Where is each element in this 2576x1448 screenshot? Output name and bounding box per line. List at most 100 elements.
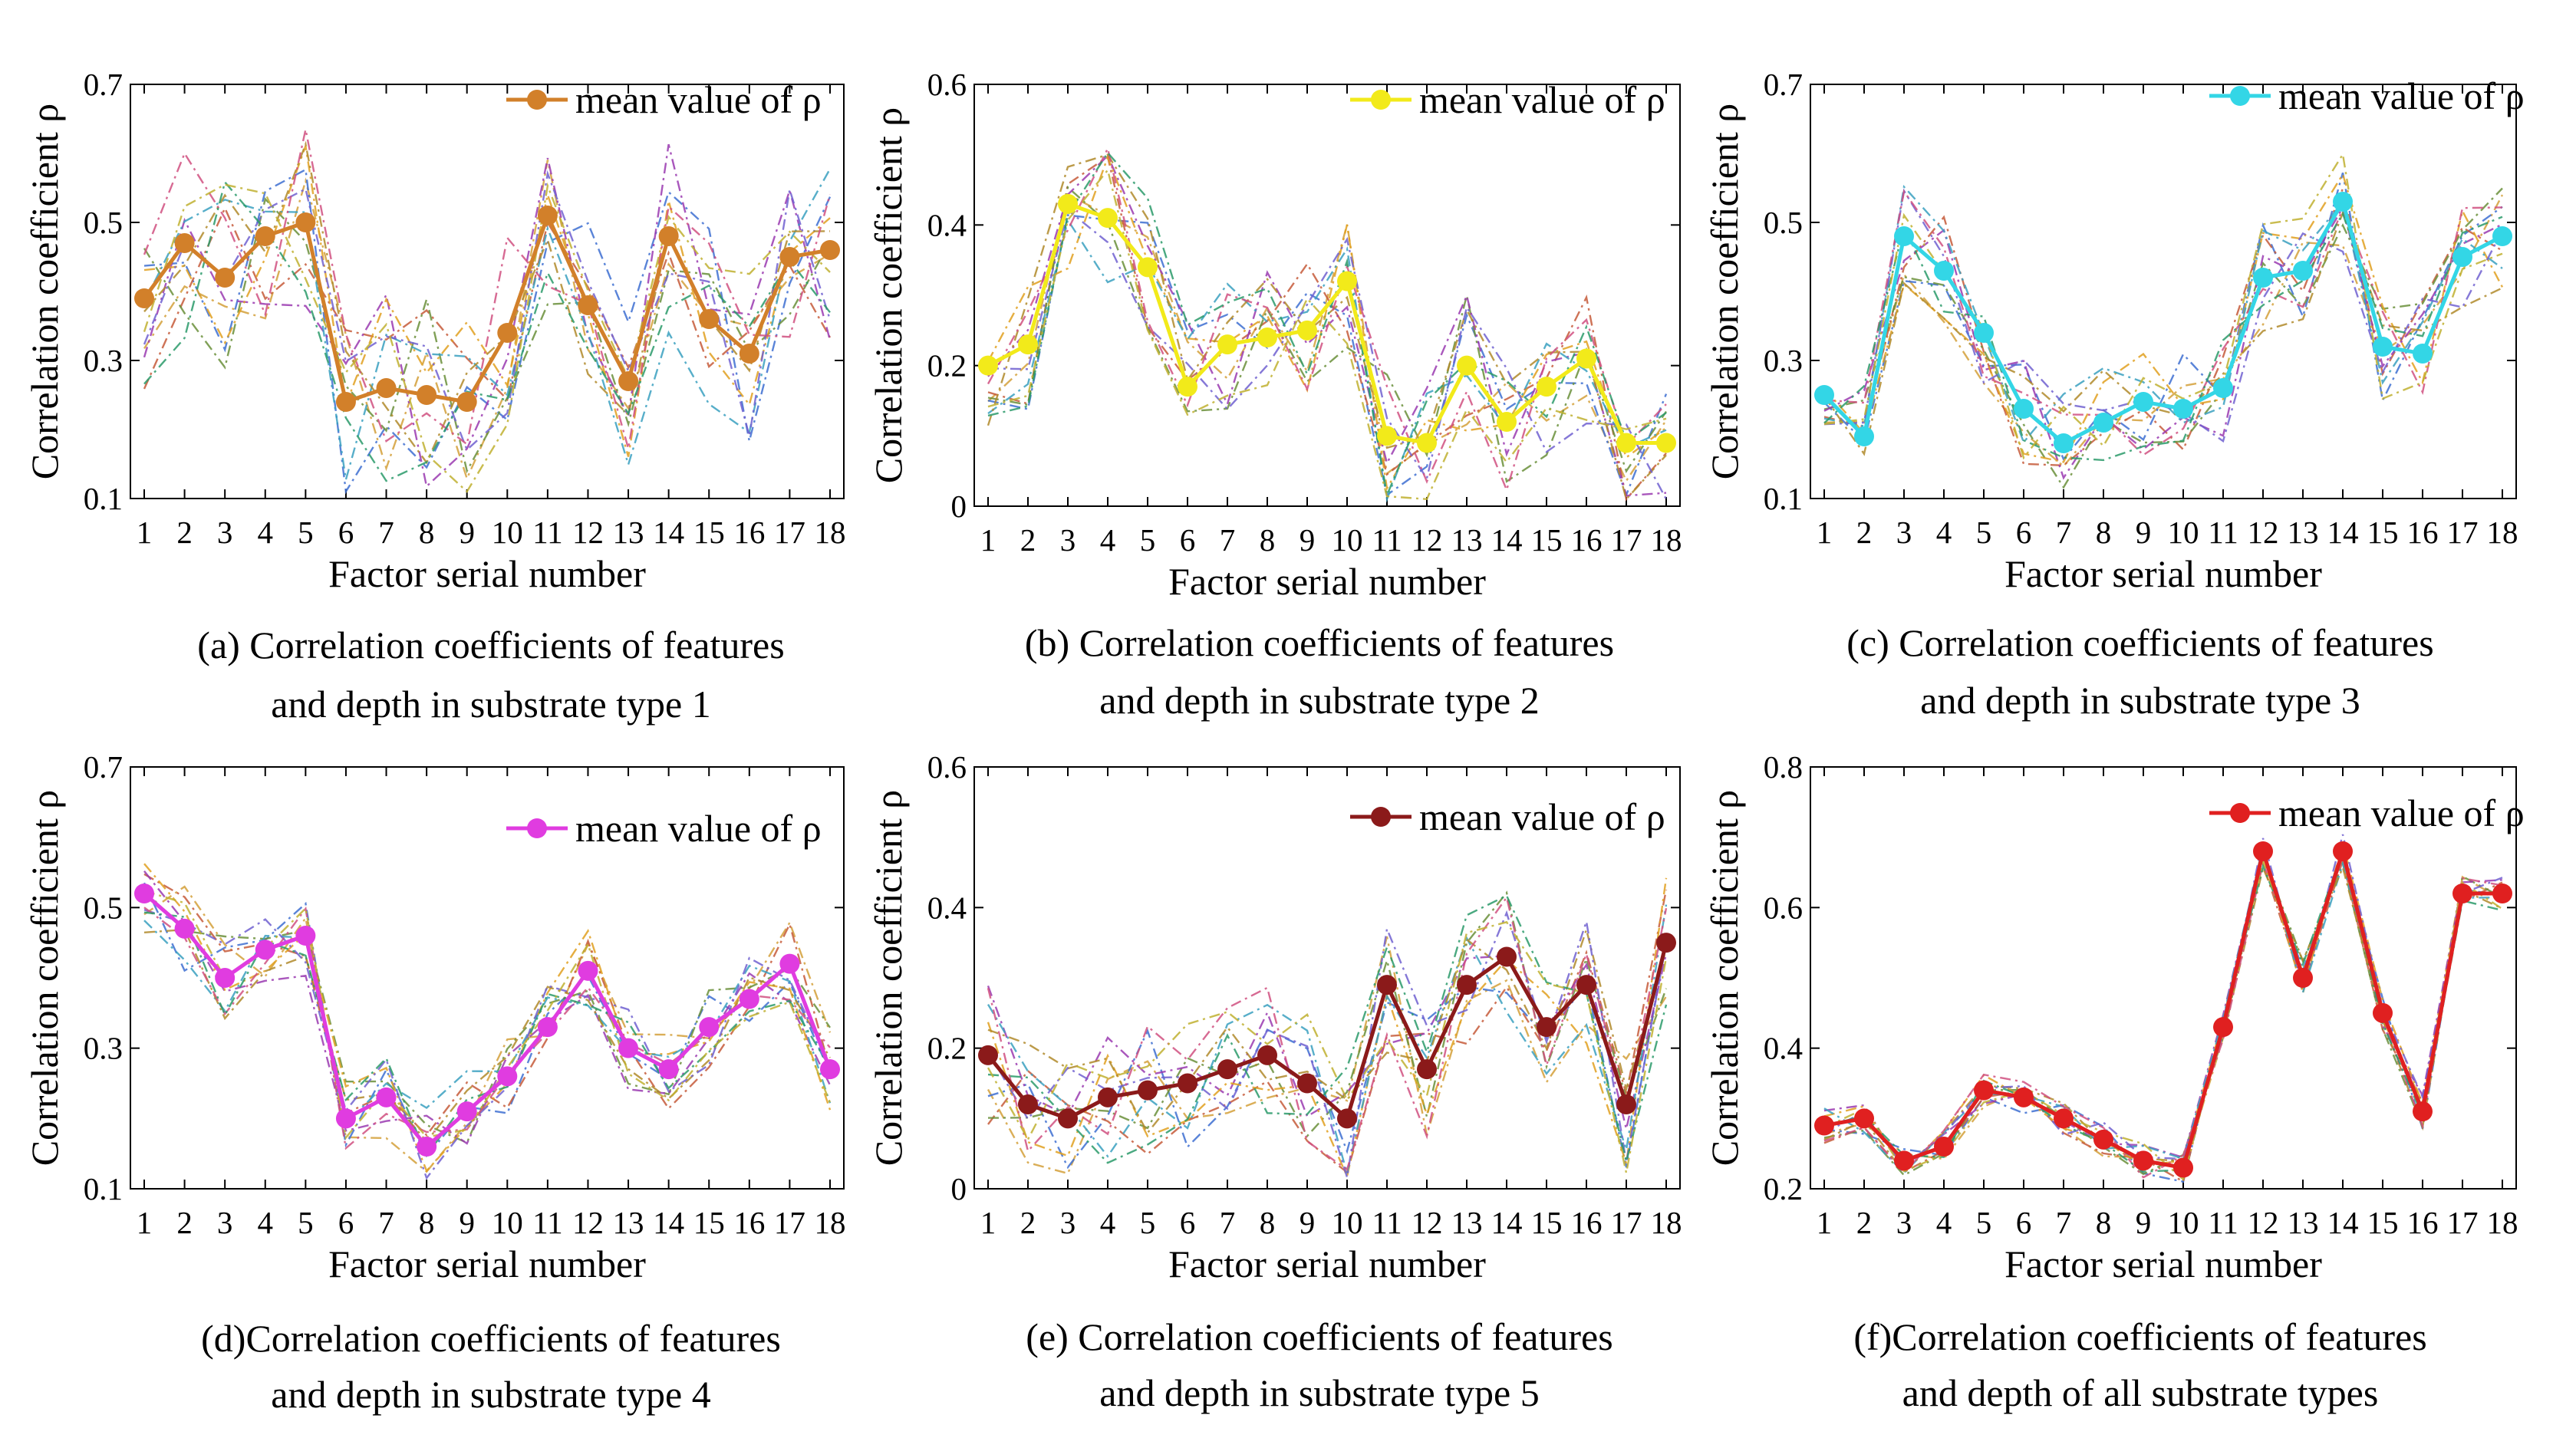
mean-point xyxy=(820,1059,840,1080)
mean-point xyxy=(1894,1150,1914,1171)
sample-series-line xyxy=(1823,852,2503,1176)
x-tick-label: 18 xyxy=(1651,1205,1682,1240)
y-axis-label: Correlation coefficient ρ xyxy=(23,104,66,480)
sample-series-line xyxy=(143,885,832,1173)
x-tick-label: 15 xyxy=(1531,1205,1563,1240)
x-tick-label: 8 xyxy=(419,1205,435,1240)
sample-series-line xyxy=(1823,187,2503,489)
mean-point xyxy=(335,392,356,412)
sample-series-line xyxy=(987,193,1668,483)
mean-point xyxy=(2333,841,2353,861)
x-tick-label: 11 xyxy=(532,1205,562,1240)
sample-series-line xyxy=(1823,189,2503,456)
x-tick-label: 6 xyxy=(1180,522,1196,558)
x-tick-label: 18 xyxy=(2487,1205,2518,1240)
mean-point xyxy=(1417,1059,1437,1080)
plot-frame xyxy=(1810,84,2517,499)
y-tick-label: 0.7 xyxy=(84,749,123,785)
x-tick-label: 14 xyxy=(2327,1205,2359,1240)
mean-point xyxy=(1814,385,1834,405)
sample-series-line xyxy=(987,936,1668,1175)
panel-caption-line2: and depth in substrate type 1 xyxy=(271,683,711,726)
x-tick-label: 3 xyxy=(1060,522,1076,558)
x-tick-label: 16 xyxy=(1571,522,1603,558)
mean-point xyxy=(2054,1108,2074,1129)
plot-frame xyxy=(973,766,1681,1190)
mean-point xyxy=(1457,975,1477,995)
legend-marker xyxy=(1371,90,1391,110)
mean-point xyxy=(335,1108,356,1129)
panel-b: 00.20.40.61 2 3 4 5 6 7 8 9 10 11 12 13 14 15 16 17 18Fac… xyxy=(867,67,1682,722)
mean-point xyxy=(2133,1150,2153,1171)
x-tick-label: 5 xyxy=(1976,515,1992,550)
panel-caption-line1: (d)Correlation coefficients of features xyxy=(201,1317,781,1360)
mean-point xyxy=(2133,392,2153,412)
mean-point xyxy=(1537,1017,1556,1038)
x-tick-label: 2 xyxy=(1856,1205,1873,1240)
mean-point xyxy=(2373,1002,2393,1023)
x-tick-label: 12 xyxy=(572,1205,604,1240)
x-tick-label: 8 xyxy=(1260,1205,1276,1240)
sample-series-line xyxy=(1823,845,2503,1175)
panel-caption-line1: (e) Correlation coefficients of features xyxy=(1026,1315,1612,1358)
mean-point xyxy=(2014,399,2034,419)
x-tick-label: 17 xyxy=(774,515,805,550)
mean-point xyxy=(174,233,195,253)
sample-series-line xyxy=(987,910,1668,1178)
x-tick-label: 4 xyxy=(258,515,274,550)
panel-caption-line2: and depth in substrate type 2 xyxy=(1099,679,1540,722)
x-tick-label: 17 xyxy=(1611,522,1642,558)
mean-point xyxy=(2452,247,2472,267)
sample-series-line xyxy=(1823,211,2503,462)
y-tick-label: 0.1 xyxy=(1764,481,1803,516)
mean-point xyxy=(1377,426,1397,446)
y-axis-label: Correlation coefficient ρ xyxy=(1703,104,1746,480)
x-tick-label: 2 xyxy=(176,1205,193,1240)
x-tick-label: 2 xyxy=(1020,522,1036,558)
sample-series-line xyxy=(987,920,1668,1173)
x-tick-label: 5 xyxy=(1976,1205,1992,1240)
mean-point xyxy=(2373,337,2393,357)
mean-point xyxy=(295,926,316,946)
y-tick-label: 0.5 xyxy=(84,205,123,240)
plot-frame xyxy=(130,766,845,1190)
x-tick-label: 17 xyxy=(1611,1205,1642,1240)
x-tick-label: 11 xyxy=(1372,1205,1402,1240)
sample-series-line xyxy=(987,151,1667,499)
x-tick-label: 14 xyxy=(1491,1205,1523,1240)
mean-point xyxy=(2293,261,2313,281)
mean-point xyxy=(978,1045,998,1065)
x-tick-label: 4 xyxy=(1936,515,1952,550)
mean-point xyxy=(255,940,275,960)
sample-series-line xyxy=(1823,209,2503,456)
mean-point xyxy=(2173,399,2193,419)
x-tick-label: 3 xyxy=(1896,1205,1912,1240)
sample-series-line xyxy=(987,185,1667,483)
x-tick-label: 15 xyxy=(2367,515,2399,550)
x-axis-label: Factor serial number xyxy=(1168,1242,1486,1285)
x-tick-label: 9 xyxy=(459,515,475,550)
x-tick-label: 16 xyxy=(2407,515,2439,550)
y-tick-label: 0.1 xyxy=(84,481,123,516)
sample-series-line xyxy=(1823,845,2503,1172)
mean-point xyxy=(1934,261,1954,281)
sample-series-line xyxy=(143,206,832,402)
x-tick-label: 15 xyxy=(1531,522,1563,558)
mean-point xyxy=(1894,226,1914,246)
x-tick-label: 16 xyxy=(733,515,765,550)
mean-point xyxy=(174,918,195,939)
x-tick-label: 10 xyxy=(1332,522,1363,558)
mean-point xyxy=(537,1017,558,1038)
sample-series-line xyxy=(1823,864,2503,1174)
panel-caption-line2: and depth in substrate type 4 xyxy=(271,1373,711,1416)
x-tick-label: 9 xyxy=(1300,1205,1316,1240)
x-tick-label: 11 xyxy=(2208,1205,2238,1240)
y-axis-label: Correlation coefficient ρ xyxy=(867,790,910,1167)
x-tick-label: 18 xyxy=(815,1205,846,1240)
x-tick-label: 15 xyxy=(693,515,725,550)
y-tick-label: 0.2 xyxy=(1764,1171,1803,1206)
legend-label: mean value of ρ xyxy=(1419,795,1665,838)
mean-point xyxy=(1058,1108,1078,1129)
y-tick-label: 0.4 xyxy=(927,207,967,242)
x-tick-label: 7 xyxy=(2056,1205,2072,1240)
